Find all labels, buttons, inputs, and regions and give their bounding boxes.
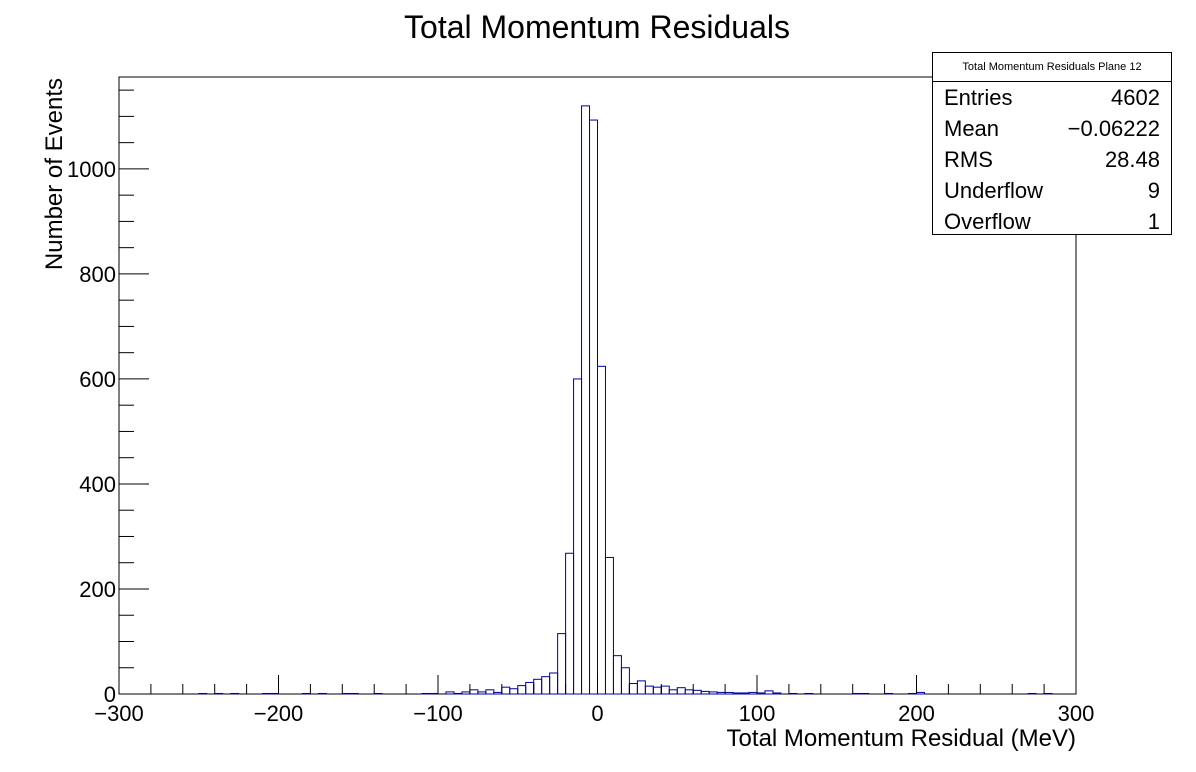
histogram-bin (884, 692, 894, 695)
y-tick-label: 1000 (67, 157, 116, 182)
histogram-bin (788, 692, 798, 695)
histogram-bin (373, 692, 383, 695)
histogram-bin (764, 690, 774, 695)
stats-key: Mean (944, 116, 1000, 141)
histogram-bin (692, 689, 702, 695)
histogram-bin (493, 691, 503, 695)
histogram-bin (485, 689, 495, 695)
stats-row: Overflow 1 (933, 206, 1171, 237)
histogram-bin (501, 686, 511, 695)
stats-key: Entries (944, 85, 1013, 110)
stats-value: 28.48 (1104, 147, 1160, 172)
x-tick-label: 100 (739, 701, 776, 726)
stats-value: 1 (1147, 209, 1160, 234)
stats-row: Mean −0.06222 (933, 113, 1171, 144)
stats-key: Underflow (944, 178, 1044, 203)
histogram-bin (908, 692, 918, 695)
histogram-bin (469, 689, 479, 695)
plot-area: −300 −200 −100 0 100 200 300 0 200 400 600 800 1000 (67, 76, 1095, 726)
histogram-bin (477, 691, 487, 695)
histogram-bin (700, 690, 710, 695)
histogram-bin (262, 692, 279, 695)
histogram-bin (852, 692, 870, 695)
y-tick-label: 800 (79, 262, 116, 287)
y-axis-title: Number of Events (41, 78, 68, 270)
histogram-bin (301, 692, 311, 695)
histogram-bin (636, 680, 646, 695)
stats-row: Entries 4602 (933, 82, 1171, 113)
histogram-bin (732, 692, 750, 695)
histogram-bin (421, 692, 439, 695)
chart-title: Total Momentum Residuals (404, 9, 790, 45)
histogram-bin (748, 691, 758, 695)
histogram-bin (565, 552, 575, 695)
x-tick-label: −100 (413, 701, 463, 726)
stats-row: RMS 28.48 (933, 144, 1171, 175)
histogram-bin (597, 365, 606, 695)
histogram-bin (230, 692, 240, 695)
histogram-bin (612, 655, 622, 695)
histogram-bin (628, 682, 638, 695)
histogram-bin (549, 672, 559, 695)
histogram-bin (684, 689, 694, 695)
y-tick-label: 400 (79, 472, 116, 497)
histogram-bin (341, 692, 359, 695)
histogram-bin (214, 692, 224, 695)
histogram-bin (756, 692, 766, 695)
histogram-bin (660, 685, 670, 695)
histogram-bin (772, 692, 782, 695)
histogram-bin (517, 685, 527, 695)
histogram-bin (509, 688, 519, 695)
x-tick-label: 200 (898, 701, 935, 726)
histogram-bin (573, 378, 583, 695)
y-tick-label: 0 (104, 682, 116, 707)
histogram-bin (676, 687, 686, 695)
y-tick-label: 200 (79, 577, 116, 602)
x-axis-title: Total Momentum Residual (MeV) (727, 725, 1076, 752)
histogram-bin (589, 119, 599, 695)
histogram-bin (541, 676, 551, 695)
x-tick-label: 0 (591, 701, 603, 726)
histogram-bin (557, 633, 567, 695)
x-tick-label: −200 (254, 701, 304, 726)
histogram-bin (1043, 692, 1053, 695)
x-tick-label: 300 (1058, 701, 1095, 726)
histogram-bin (461, 691, 471, 695)
histogram-bin (533, 678, 543, 695)
histogram-bin (644, 685, 654, 695)
histogram-bin (916, 691, 925, 695)
y-tick-label: 600 (79, 367, 116, 392)
stats-key: Overflow (944, 209, 1031, 234)
stats-value: 9 (1147, 178, 1160, 203)
stats-row: Underflow 9 (933, 175, 1171, 206)
stats-value: 4602 (1111, 85, 1160, 110)
histogram-bin (804, 692, 814, 695)
histogram-bin (445, 691, 455, 695)
stats-key: RMS (944, 147, 993, 172)
histogram-bin (453, 692, 463, 695)
stats-title: Total Momentum Residuals Plane 12 (933, 53, 1171, 82)
stats-rows: Entries 4602 Mean −0.06222 RMS 28.48 Underflow… (933, 82, 1171, 237)
histogram-bin (652, 686, 662, 695)
stats-box: Total Momentum Residuals Plane 12 Entrie… (932, 52, 1172, 235)
histogram-bin (620, 667, 630, 695)
histogram-bin (668, 689, 678, 695)
stats-value: −0.06222 (1067, 116, 1160, 141)
histogram-bin (604, 556, 614, 695)
histogram-bin (317, 692, 327, 695)
histogram-bin (525, 681, 535, 695)
x-tick-label: −300 (94, 701, 144, 726)
histogram-bin (581, 105, 591, 695)
histogram-bin (1027, 692, 1037, 695)
histogram-bin (708, 691, 718, 695)
histogram-bin (198, 692, 208, 695)
